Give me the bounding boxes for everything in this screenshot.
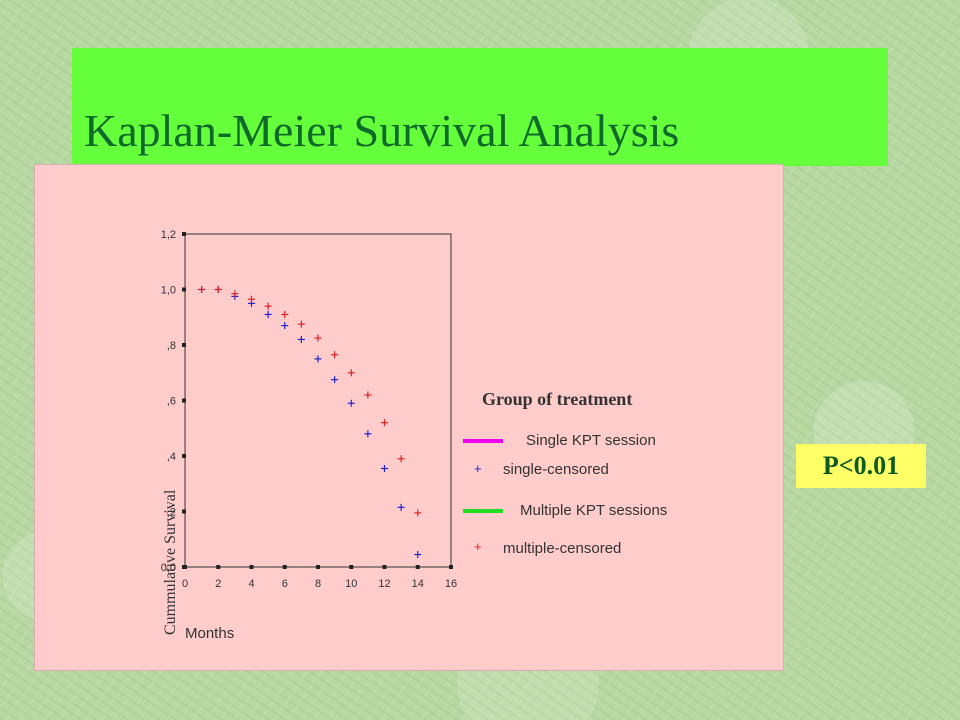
data-point-multiple-censored <box>314 334 322 342</box>
y-tick-mark <box>182 509 186 514</box>
x-tick-mark <box>282 565 287 569</box>
x-tick-mark <box>382 565 387 569</box>
data-point-multiple-censored <box>331 351 339 359</box>
legend-label-multiple-censored: multiple-censored <box>503 540 622 557</box>
data-point-single-censored <box>331 376 339 384</box>
legend-swatch-multiple <box>463 509 503 513</box>
data-point-single-censored <box>381 464 388 472</box>
x-tick-mark <box>249 565 254 569</box>
y-tick-mark <box>182 398 186 403</box>
x-tick-mark <box>449 565 453 569</box>
data-point-multiple-censored <box>248 295 255 303</box>
data-point-single-censored <box>414 551 422 559</box>
data-point-multiple-censored <box>381 419 388 427</box>
y-tick-mark <box>182 343 186 347</box>
x-tick-label: 2 <box>215 578 221 590</box>
data-point-single-censored <box>364 430 372 438</box>
y-tick-mark <box>182 232 186 236</box>
data-point-multiple-censored <box>347 369 355 377</box>
data-point-multiple-censored <box>214 286 222 293</box>
data-point-single-censored <box>297 335 305 343</box>
survival-chart: 0,0 ,2 ,4 ,6 ,8 1,0 1,2 0 2 4 6 8 10 12 14 16 <box>161 229 457 590</box>
legend-marker-single-censored: + <box>474 461 482 476</box>
x-tick-mark <box>316 565 320 569</box>
x-tick-label: 12 <box>378 578 390 590</box>
y-tick-label: ,6 <box>167 396 176 408</box>
slide-title: Kaplan-Meier Survival Analysis <box>84 105 680 156</box>
data-point-multiple-censored <box>364 391 372 399</box>
data-point-multiple-censored <box>397 455 405 463</box>
legend-title: Group of treatment <box>482 389 633 409</box>
chart-panel: 0,0 ,2 ,4 ,6 ,8 1,0 1,2 0 2 4 6 8 10 12 14 16 Cummulati… <box>34 164 784 671</box>
x-tick-mark <box>216 565 221 569</box>
x-tick-mark <box>349 565 354 569</box>
legend-label-single-censored: single-censored <box>503 461 609 478</box>
legend-marker-multiple-censored: + <box>474 539 482 554</box>
y-tick-mark <box>182 287 186 292</box>
x-tick-label: 16 <box>445 578 457 590</box>
title-bar <box>72 48 888 166</box>
y-tick-label: ,2 <box>167 507 176 519</box>
data-point-single-censored <box>397 503 405 511</box>
p-value-badge: P<0.01 <box>796 444 926 488</box>
legend-swatch-single <box>463 439 503 443</box>
x-tick-mark <box>415 565 420 569</box>
x-tick-label: 4 <box>248 578 254 590</box>
data-point-multiple-censored <box>297 320 305 328</box>
y-tick-mark <box>182 454 186 458</box>
x-tick-mark <box>183 565 187 569</box>
y-tick-label: ,8 <box>167 340 176 352</box>
y-axis-label: Cummulative Survival <box>162 489 179 635</box>
data-point-single-censored <box>347 399 355 407</box>
data-point-multiple-censored <box>231 290 239 298</box>
data-point-multiple-censored <box>264 302 272 310</box>
y-tick-label: 1,2 <box>161 229 176 241</box>
data-point-multiple-censored <box>414 509 422 517</box>
legend-label-single: Single KPT session <box>526 432 656 449</box>
y-tick-label: 1,0 <box>161 285 176 297</box>
x-tick-label: 6 <box>282 578 288 590</box>
x-tick-label: 14 <box>412 578 424 590</box>
data-point-single-censored <box>264 310 272 318</box>
y-tick-label: 0,0 <box>161 562 176 574</box>
x-tick-label: 8 <box>315 578 321 590</box>
data-point-multiple-censored <box>198 286 206 293</box>
data-point-single-censored <box>314 355 322 363</box>
x-tick-label: 10 <box>345 578 357 590</box>
x-axis-label: Months <box>185 625 235 642</box>
data-point-multiple-censored <box>281 310 289 318</box>
plot-frame <box>184 233 452 568</box>
data-point-single-censored <box>281 322 289 330</box>
y-tick-label: ,4 <box>167 451 176 463</box>
x-tick-label: 0 <box>182 578 188 590</box>
legend-label-multiple: Multiple KPT sessions <box>520 502 668 519</box>
